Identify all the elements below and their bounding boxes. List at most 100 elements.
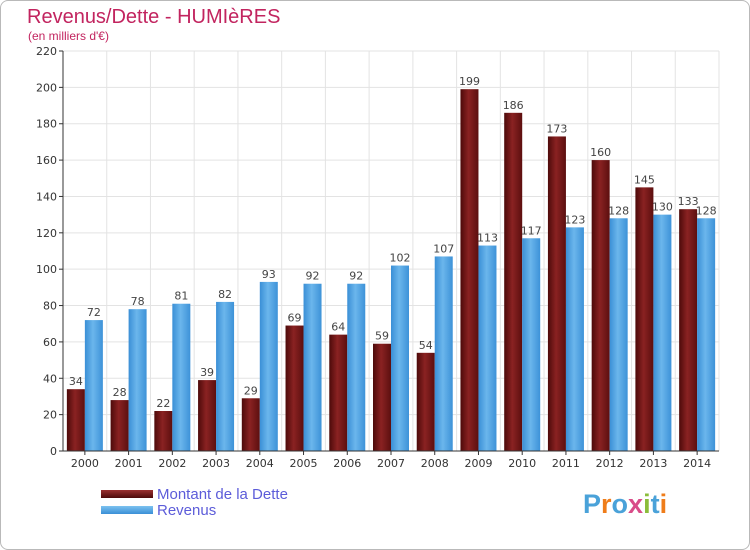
data-label-dette-2002: 22: [156, 397, 170, 410]
x-tick-label: 2003: [202, 457, 230, 470]
x-tick-label: 2002: [158, 457, 186, 470]
bar-dette-2011: [547, 136, 566, 452]
data-label-dette-2004: 29: [244, 384, 258, 397]
data-label-dette-2000: 34: [69, 375, 83, 388]
bar-revenus-2000: [84, 320, 103, 451]
legend-label-dette: Montant de la Dette: [157, 486, 288, 503]
data-label-dette-2014: 133: [678, 195, 699, 208]
y-tick-label: 220: [36, 45, 57, 58]
data-label-dette-2009: 199: [459, 75, 480, 88]
data-label-dette-2008: 54: [419, 339, 433, 352]
y-tick-label: 80: [43, 300, 57, 313]
y-tick-label: 100: [36, 263, 57, 276]
bar-dette-2002: [154, 411, 173, 451]
data-label-dette-2001: 28: [113, 386, 127, 399]
logo-letter: i: [659, 489, 668, 519]
y-tick-label: 120: [36, 227, 57, 240]
data-label-revenus-2014: 128: [696, 204, 717, 217]
x-tick-label: 2008: [421, 457, 449, 470]
data-label-revenus-2000: 72: [87, 306, 101, 319]
data-label-revenus-2013: 130: [652, 201, 673, 214]
chart-subtitle: (en milliers d'€): [28, 29, 109, 43]
y-tick-label: 0: [50, 445, 57, 458]
data-label-revenus-2005: 92: [306, 270, 320, 283]
data-label-dette-2012: 160: [590, 146, 611, 159]
bar-dette-2013: [635, 187, 654, 451]
bar-dette-2010: [504, 112, 523, 452]
x-tick-label: 2010: [508, 457, 536, 470]
bar-revenus-2012: [609, 218, 628, 451]
proxiti-logo: Proxiti: [583, 489, 667, 520]
bar-dette-2009: [460, 89, 479, 451]
logo-letter: i: [643, 489, 651, 519]
x-tick-label: 2007: [377, 457, 405, 470]
x-tick-label: 2005: [290, 457, 318, 470]
bar-dette-2007: [373, 343, 391, 451]
data-label-dette-2006: 64: [331, 321, 345, 334]
y-tick-label: 140: [36, 190, 57, 203]
bar-dette-2006: [329, 334, 348, 451]
x-tick-label: 2012: [596, 457, 624, 470]
data-label-revenus-2008: 107: [433, 242, 454, 255]
data-label-revenus-2001: 78: [131, 295, 145, 308]
data-label-revenus-2011: 123: [564, 213, 585, 226]
data-label-dette-2011: 173: [546, 122, 567, 135]
x-tick-label: 2013: [639, 457, 667, 470]
data-label-dette-2007: 59: [375, 330, 389, 343]
data-label-revenus-2012: 128: [608, 204, 629, 217]
legend-label-revenus: Revenus: [157, 502, 217, 519]
bar-dette-2008: [416, 352, 435, 451]
y-tick-label: 20: [43, 409, 57, 422]
legend-swatch-revenus: [101, 506, 153, 514]
data-label-dette-2005: 69: [288, 312, 302, 325]
data-label-dette-2013: 145: [634, 173, 655, 186]
y-tick-label: 200: [36, 81, 57, 94]
bar-dette-2012: [591, 160, 610, 451]
bar-dette-2005: [285, 325, 304, 451]
bar-dette-2004: [241, 398, 260, 451]
bar-revenus-2003: [216, 301, 235, 451]
logo-letter: o: [611, 489, 629, 519]
bar-revenus-2002: [172, 303, 191, 451]
data-label-revenus-2010: 117: [521, 224, 542, 237]
bar-dette-2014: [679, 209, 698, 451]
y-tick-label: 180: [36, 118, 57, 131]
bar-revenus-2010: [522, 238, 541, 451]
data-label-revenus-2006: 92: [349, 270, 363, 283]
bar-revenus-2007: [391, 265, 409, 451]
bar-revenus-2011: [565, 227, 584, 451]
bar-dette-2000: [66, 389, 85, 451]
logo-letter: P: [583, 489, 602, 519]
logo-letter: r: [601, 489, 612, 519]
bar-revenus-2004: [259, 281, 278, 451]
x-tick-label: 2006: [333, 457, 361, 470]
x-tick-label: 2014: [683, 457, 711, 470]
bar-revenus-2005: [303, 283, 322, 451]
bar-revenus-2009: [478, 245, 497, 451]
x-tick-label: 2001: [115, 457, 143, 470]
y-tick-label: 60: [43, 336, 57, 349]
chart-title: Revenus/Dette - HUMIèRES: [27, 6, 281, 28]
logo-letter: t: [650, 489, 660, 519]
data-label-revenus-2007: 102: [390, 252, 411, 265]
bar-dette-2003: [198, 380, 217, 451]
logo-letter: x: [628, 489, 644, 519]
data-label-revenus-2009: 113: [477, 232, 498, 245]
y-tick-label: 40: [43, 372, 57, 385]
y-tick-label: 160: [36, 154, 57, 167]
x-tick-label: 2011: [552, 457, 580, 470]
legend-swatch-dette: [101, 490, 153, 498]
data-label-revenus-2002: 81: [174, 290, 188, 303]
data-label-revenus-2003: 82: [218, 288, 232, 301]
data-label-revenus-2004: 93: [262, 268, 276, 281]
bar-revenus-2006: [347, 283, 366, 451]
bar-revenus-2013: [653, 214, 672, 451]
data-label-dette-2010: 186: [503, 99, 524, 112]
bar-revenus-2008: [434, 256, 453, 451]
x-tick-label: 2000: [71, 457, 99, 470]
bar-dette-2001: [110, 400, 129, 451]
x-tick-label: 2004: [246, 457, 274, 470]
data-label-dette-2003: 39: [200, 366, 214, 379]
